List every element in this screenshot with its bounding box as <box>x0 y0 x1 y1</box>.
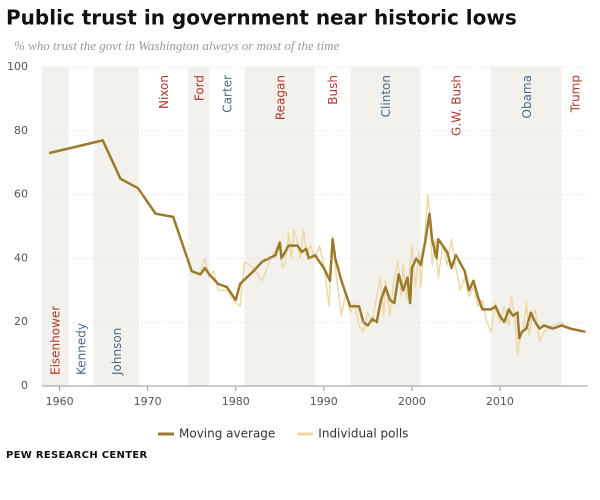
x-tick-label: 1980 <box>222 395 250 408</box>
x-tick-label: 1990 <box>310 395 338 408</box>
term-shade <box>42 67 69 386</box>
president-label: Clinton <box>379 75 393 117</box>
term-shade <box>244 67 315 386</box>
x-tick-label: 1960 <box>46 395 74 408</box>
legend-label: Moving average <box>179 427 275 441</box>
president-label: Carter <box>220 75 234 113</box>
president-label: G.W. Bush <box>449 75 463 136</box>
president-label: Obama <box>520 75 534 118</box>
president-label: Bush <box>326 75 340 105</box>
chart-title: Public trust in government near historic… <box>6 6 517 30</box>
term-shade <box>350 67 421 386</box>
president-label: Kennedy <box>75 323 89 375</box>
president-label: Reagan <box>273 75 287 120</box>
x-tick-label: 2010 <box>486 395 514 408</box>
president-label: Eisenhower <box>49 306 63 375</box>
president-label: Nixon <box>157 75 171 109</box>
y-tick-label: 60 <box>14 188 28 201</box>
president-label: Johnson <box>110 328 124 376</box>
legend-label: Individual polls <box>318 427 408 441</box>
x-tick-label: 2000 <box>398 395 426 408</box>
plot-area <box>42 67 586 386</box>
y-tick-label: 20 <box>14 315 28 328</box>
y-tick-label: 0 <box>21 379 28 392</box>
series-line <box>48 139 586 340</box>
chart-subtitle: % who trust the govt in Washington alway… <box>14 38 339 53</box>
president-label: Ford <box>192 75 206 101</box>
y-tick-label: 40 <box>14 251 28 264</box>
president-label: Trump <box>568 75 582 113</box>
series-line <box>199 193 567 355</box>
source: PEW RESEARCH CENTER <box>6 450 147 461</box>
y-tick-label: 100 <box>7 60 28 73</box>
term-shade <box>188 67 210 386</box>
term-shade <box>93 67 139 386</box>
term-shade <box>491 67 562 386</box>
x-tick-label: 1970 <box>134 395 162 408</box>
y-tick-label: 80 <box>14 124 28 137</box>
